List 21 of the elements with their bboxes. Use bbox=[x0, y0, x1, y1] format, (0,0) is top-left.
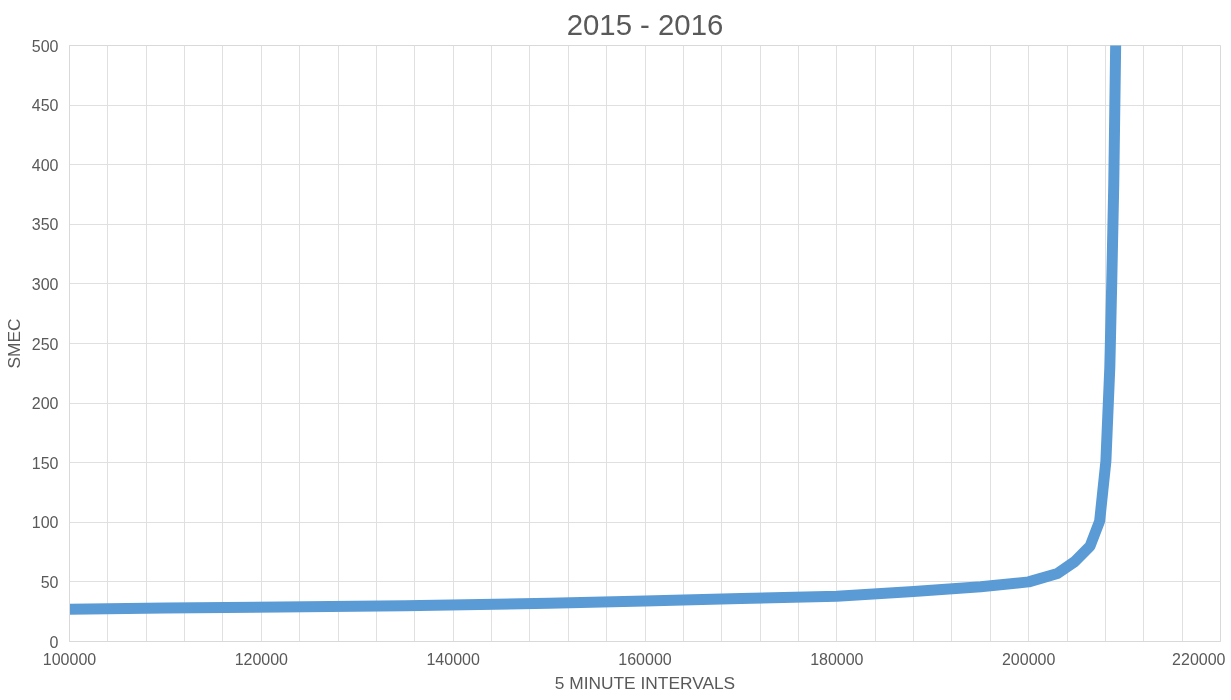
y-tick-label: 300 bbox=[31, 275, 59, 293]
y-tick-label: 400 bbox=[31, 156, 59, 174]
y-tick-label: 250 bbox=[31, 335, 59, 353]
y-tick-label: 50 bbox=[40, 573, 59, 591]
x-tick-label: 200000 bbox=[1001, 650, 1056, 668]
y-tick-label: 350 bbox=[31, 216, 59, 234]
x-tick-label: 220000 bbox=[1172, 650, 1226, 668]
y-tick-label: 0 bbox=[49, 633, 59, 651]
y-axis-title: SMEC bbox=[3, 318, 24, 369]
y-tick-label: 450 bbox=[31, 97, 59, 115]
y-tick-label: 100 bbox=[31, 514, 59, 532]
x-tick-label: 140000 bbox=[426, 650, 480, 668]
x-tick-label: 100000 bbox=[42, 650, 97, 668]
x-tick-label: 180000 bbox=[810, 650, 864, 668]
x-axis-title: 5 MINUTE INTERVALS bbox=[554, 672, 736, 693]
x-tick-label: 160000 bbox=[618, 650, 672, 668]
chart-title: 2015 - 2016 bbox=[566, 7, 724, 41]
y-tick-label: 150 bbox=[31, 454, 59, 472]
y-tick-label: 200 bbox=[31, 395, 59, 413]
x-tick-label: 120000 bbox=[234, 650, 289, 668]
y-tick-label: 500 bbox=[31, 37, 59, 55]
